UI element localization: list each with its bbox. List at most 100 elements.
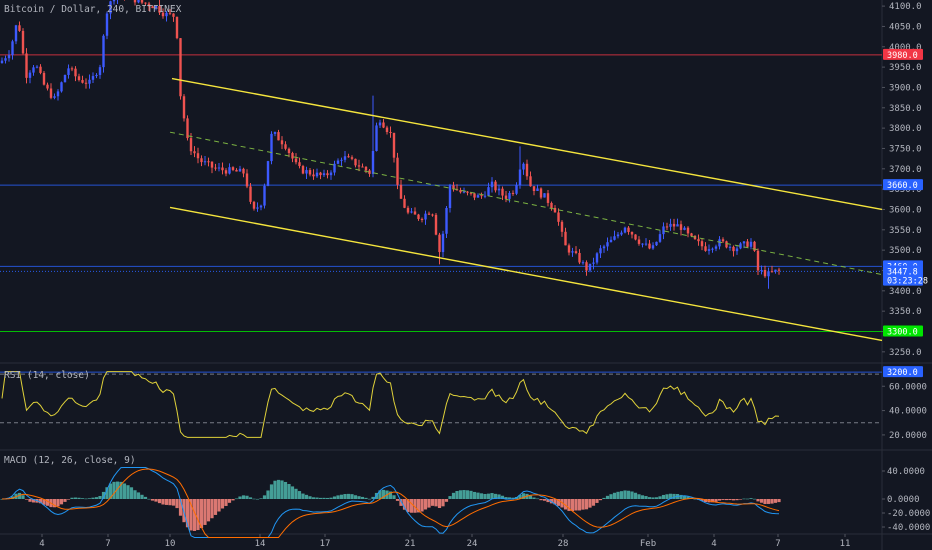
macd-hist-bar [584,499,589,510]
candle-body [147,3,151,7]
candle-body [567,245,571,253]
macd-hist-bar [490,493,494,499]
macd-hist-bar [465,490,470,499]
price-marker-tag [883,366,923,378]
candle-body [599,248,602,254]
candle [172,13,175,22]
candle-body [7,55,11,59]
candle [137,0,140,4]
candle [658,230,662,243]
candle [203,156,207,166]
candle [553,205,557,213]
rsi-line [1,371,780,438]
rsi-tick-label: 20.0000 [889,431,927,441]
candle-body [763,269,767,277]
macd-hist-bar [406,499,410,513]
macd-hist-bar [486,493,491,499]
candle [140,0,144,5]
candle-body [154,6,158,9]
candle-body [273,132,277,134]
macd-hist-bar [612,492,617,499]
rsi-tick-label: 40.0000 [889,407,927,417]
candle [357,159,361,172]
candle [112,0,116,5]
candle [32,64,35,76]
macd-hist-bar [126,485,130,499]
candle-body [403,198,406,208]
candle [63,74,67,83]
candle-body [532,186,536,192]
candle-body [35,66,39,68]
candle [651,242,655,250]
macd-hist-bar [231,499,235,501]
candle [0,57,4,64]
candle-body [25,53,28,78]
candle [413,207,417,215]
candle [301,164,305,175]
candle-body [32,67,35,73]
price-marker-label: 3660.0 [887,181,918,191]
candle [623,226,627,234]
candle [368,169,371,177]
candle [532,186,536,196]
channel-upper-line [171,77,883,211]
macd-hist-bar [245,495,249,499]
candle-body [238,168,242,172]
candle-body [231,167,235,170]
candle-body [63,74,67,83]
macd-hist-bar [402,499,407,510]
candle-body [627,227,630,232]
macd-hist-bar [567,499,571,511]
candle-body [770,271,774,273]
macd-hist-bar [644,496,648,499]
macd-hist-bar [381,489,386,499]
candle [763,265,767,278]
candle-body [396,157,399,185]
candle [630,231,634,239]
candle-body [242,168,245,174]
macd-hist-bar [728,499,732,501]
candle-body [704,246,707,251]
candle-body [676,224,679,227]
candle [354,158,357,168]
candle [581,260,585,265]
candle [539,187,543,200]
candle [644,238,648,246]
macd-hist-bar [42,499,46,505]
candle-body [480,195,483,197]
candle [60,81,63,93]
macd-hist-bar [318,497,323,499]
macd-hist-bar [651,497,655,499]
candle [11,39,14,60]
candle-body [511,192,515,194]
macd-hist-bar [311,497,316,499]
macd-hist-bar [357,496,361,499]
macd-hist-bar [108,483,113,499]
candle [760,265,763,275]
candle [655,241,658,246]
macd-signal-line [1,468,780,538]
candle [777,267,781,275]
macd-hist-bar [98,495,102,499]
candle [595,252,599,265]
macd-hist-bar [56,499,60,507]
macd-hist-bar [24,499,29,500]
macd-hist-bar [105,487,109,499]
macd-hist-bar [161,499,165,505]
candle [382,118,385,129]
macd-hist-bar [640,495,645,499]
candle [637,236,641,246]
macd-hist-bar [409,499,414,513]
candle [427,211,431,215]
candles-group [0,0,781,289]
candle-body [175,16,179,39]
candle-body [277,132,280,141]
macd-hist-bar [297,491,302,499]
macd-hist-bar [570,499,575,511]
macd-tick-label: 0.0000 [887,495,920,505]
candle-body [378,122,382,126]
candle-body [39,66,42,73]
candle-body [609,239,613,243]
macd-hist-bar [203,499,207,525]
